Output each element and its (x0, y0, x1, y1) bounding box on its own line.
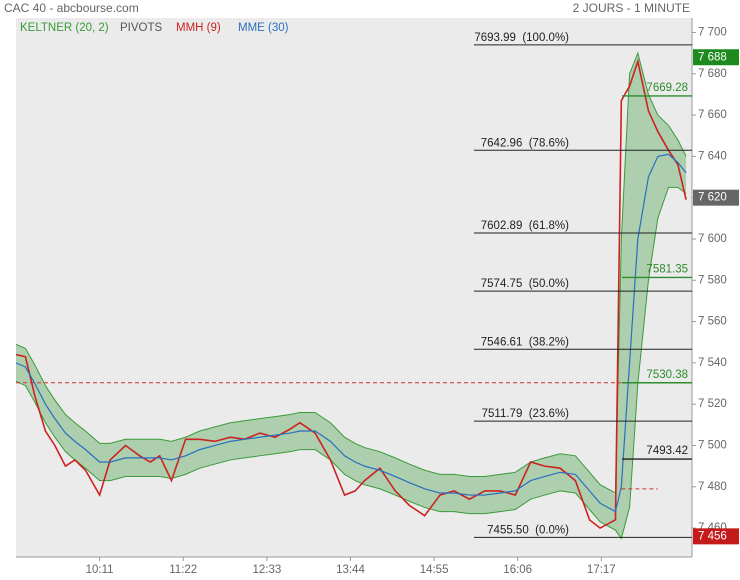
x-tick-label: 14:55 (420, 564, 449, 576)
y-tick-label: 7 560 (698, 316, 727, 328)
price-tag-label: 7 620 (698, 192, 727, 204)
x-tick-label: 10:11 (86, 564, 114, 576)
fib-label: 7574.75 (50.0%) (481, 278, 569, 290)
price-tag-label: 7 456 (698, 530, 727, 542)
y-tick-label: 7 480 (698, 481, 727, 493)
legend-mmh: MMH (9) (176, 22, 221, 34)
legend-mme: MME (30) (238, 22, 289, 34)
series-line (15, 58, 687, 530)
keltner-upper (15, 51, 687, 494)
legend-keltner: KELTNER (20, 2) (20, 22, 109, 34)
y-tick-label: 7 700 (698, 26, 727, 38)
fib-label: 7546.61 (38.2%) (481, 336, 569, 348)
x-tick-label: 17:17 (587, 564, 616, 576)
fib-label: 7693.99 (100.0%) (474, 32, 569, 44)
keltner-lower (15, 186, 687, 540)
price-tag (693, 49, 739, 66)
y-tick-label: 7 660 (698, 109, 727, 121)
price-tag (693, 528, 739, 545)
y-tick-label: 7 640 (698, 150, 727, 162)
fib-label: 7642.96 (78.6%) (481, 137, 569, 149)
price-tag (693, 189, 739, 206)
chart-title: CAC 40 - abcbourse.com (4, 1, 139, 15)
y-tick-label: 7 580 (698, 274, 727, 286)
y-tick-label: 7 540 (698, 357, 727, 369)
pivot-label: 7530.38 (646, 369, 688, 381)
price-tag-label: 7 688 (698, 51, 727, 63)
pivot-label: 7493.42 (646, 445, 688, 457)
y-tick-label: 7 500 (698, 440, 727, 452)
x-tick-label: 11:22 (169, 564, 197, 576)
x-tick-label: 16:06 (503, 564, 532, 576)
pivot-label: 7669.28 (646, 82, 688, 94)
y-tick-label: 7 600 (698, 233, 727, 245)
x-tick-label: 12:33 (252, 564, 281, 576)
series-line (15, 153, 687, 513)
y-tick-label: 7 680 (698, 68, 727, 80)
fib-label: 7455.50 (0.0%) (487, 524, 569, 536)
fib-label: 7602.89 (61.8%) (481, 220, 569, 232)
plot-area (16, 18, 692, 557)
y-tick-label: 7 520 (698, 398, 727, 410)
pivot-label: 7581.35 (646, 264, 688, 276)
x-tick-label: 13:44 (336, 564, 365, 576)
legend-pivots: PIVOTS (120, 22, 163, 34)
chart-subtitle: 2 JOURS - 1 MINUTE (573, 1, 690, 15)
fib-label: 7511.79 (23.6%) (482, 408, 570, 420)
